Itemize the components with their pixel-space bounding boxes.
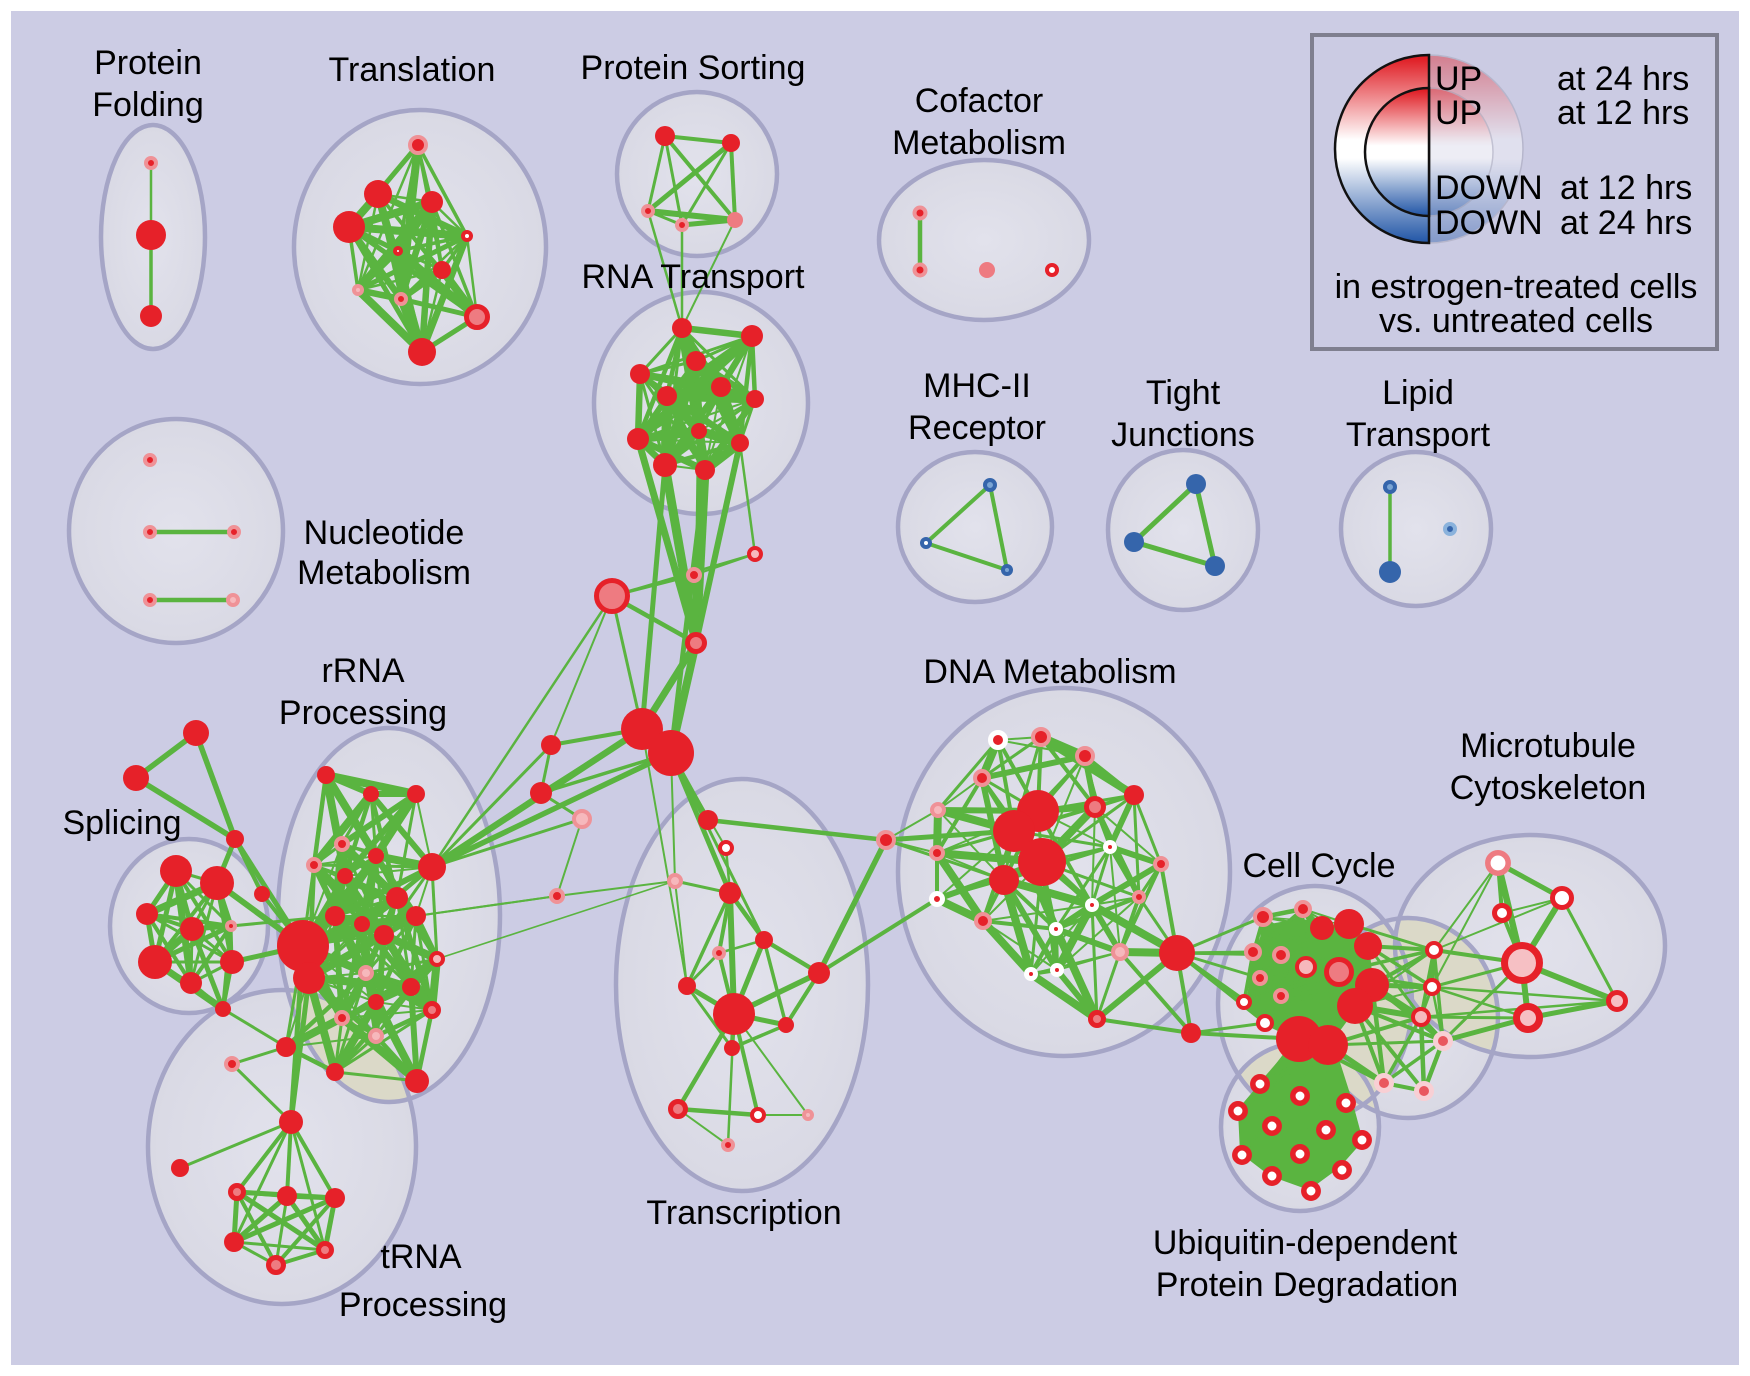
- svg-text:UP: UP: [1435, 94, 1482, 132]
- svg-text:Folding: Folding: [92, 86, 204, 124]
- svg-text:tRNA: tRNA: [380, 1238, 462, 1276]
- svg-text:at 12 hrs: at 12 hrs: [1560, 169, 1692, 207]
- svg-text:in estrogen-treated cells: in estrogen-treated cells: [1335, 268, 1698, 306]
- svg-text:Translation: Translation: [329, 51, 496, 89]
- svg-text:Metabolism: Metabolism: [297, 554, 471, 592]
- svg-text:Protein: Protein: [94, 44, 202, 82]
- svg-text:DOWN: DOWN: [1435, 169, 1543, 207]
- svg-text:Protein Degradation: Protein Degradation: [1156, 1266, 1458, 1304]
- svg-text:UP: UP: [1435, 60, 1482, 98]
- svg-text:Ubiquitin-dependent: Ubiquitin-dependent: [1153, 1224, 1458, 1262]
- svg-text:at 12 hrs: at 12 hrs: [1557, 94, 1689, 132]
- svg-text:MHC-II: MHC-II: [923, 367, 1031, 405]
- svg-text:Transcription: Transcription: [646, 1194, 841, 1232]
- svg-text:Tight: Tight: [1146, 374, 1221, 412]
- svg-text:Processing: Processing: [279, 694, 447, 732]
- svg-text:Splicing: Splicing: [62, 804, 181, 842]
- svg-text:RNA Transport: RNA Transport: [582, 258, 806, 296]
- svg-text:Nucleotide: Nucleotide: [304, 514, 465, 552]
- svg-text:Receptor: Receptor: [908, 409, 1046, 447]
- svg-text:Processing: Processing: [339, 1286, 507, 1324]
- svg-text:Cell Cycle: Cell Cycle: [1242, 847, 1395, 885]
- svg-text:Lipid: Lipid: [1382, 374, 1454, 412]
- svg-text:at 24 hrs: at 24 hrs: [1560, 204, 1692, 242]
- svg-text:Metabolism: Metabolism: [892, 124, 1066, 162]
- svg-text:Junctions: Junctions: [1111, 416, 1255, 454]
- svg-text:Transport: Transport: [1346, 416, 1491, 454]
- svg-text:at 24 hrs: at 24 hrs: [1557, 60, 1689, 98]
- svg-text:Protein Sorting: Protein Sorting: [581, 49, 806, 87]
- svg-text:DNA Metabolism: DNA Metabolism: [923, 653, 1176, 691]
- svg-text:rRNA: rRNA: [321, 652, 404, 690]
- svg-text:Cofactor: Cofactor: [915, 82, 1044, 120]
- svg-text:vs. untreated cells: vs. untreated cells: [1379, 302, 1653, 340]
- svg-text:Cytoskeleton: Cytoskeleton: [1450, 769, 1647, 807]
- svg-text:Microtubule: Microtubule: [1460, 727, 1636, 765]
- svg-text:DOWN: DOWN: [1435, 204, 1543, 242]
